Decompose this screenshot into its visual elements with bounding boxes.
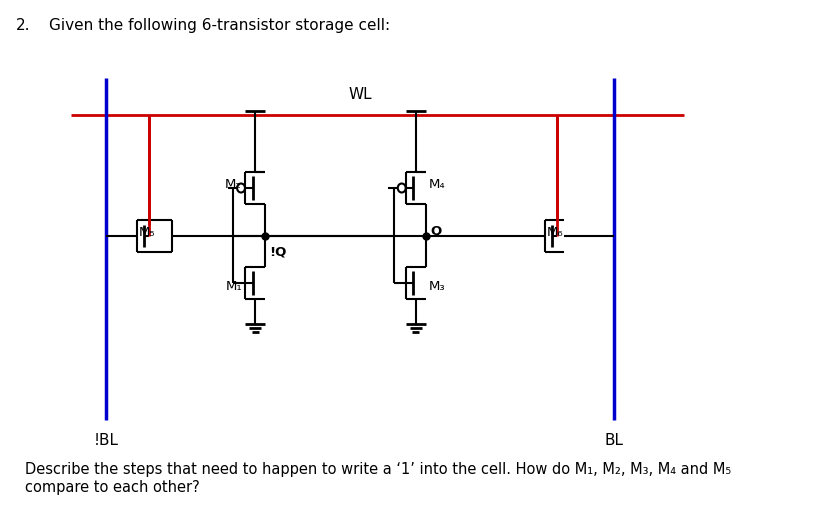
- Text: M₁: M₁: [225, 281, 242, 293]
- Text: Given the following 6-transistor storage cell:: Given the following 6-transistor storage…: [49, 18, 390, 33]
- Text: Describe the steps that need to happen to write a ‘1’ into the cell. How do M₁, : Describe the steps that need to happen t…: [24, 462, 731, 477]
- Text: Q: Q: [431, 225, 442, 238]
- Text: M₅: M₅: [139, 226, 155, 239]
- Text: BL: BL: [604, 433, 623, 448]
- Text: !BL: !BL: [94, 433, 118, 448]
- Text: M₆: M₆: [547, 226, 563, 239]
- Text: compare to each other?: compare to each other?: [24, 480, 199, 495]
- Text: M₄: M₄: [429, 178, 446, 190]
- Text: !Q: !Q: [269, 245, 286, 259]
- Text: M₃: M₃: [429, 281, 446, 293]
- Text: 2.: 2.: [16, 18, 30, 33]
- Text: M₂: M₂: [225, 178, 242, 190]
- Text: WL: WL: [348, 87, 372, 102]
